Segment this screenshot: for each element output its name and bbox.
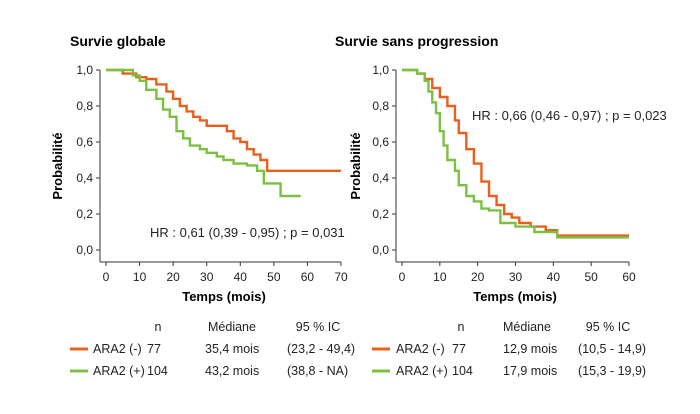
- legend-table-overall: n Médiane 95 % IC ARA2 (-) 77 35,4 mois …: [70, 320, 355, 378]
- survival-curve-ara2-pos: [402, 68, 629, 239]
- x-axis-label: Temps (mois): [182, 289, 266, 304]
- x-tick-label: 60: [622, 270, 636, 284]
- header-n: n: [155, 320, 162, 334]
- legend-n: 104: [147, 364, 168, 378]
- y-tick-label: 0,2: [76, 207, 93, 221]
- legend-label: ARA2 (+): [93, 364, 145, 378]
- x-tick-label: 30: [200, 270, 214, 284]
- x-tick-label: 50: [584, 270, 598, 284]
- legend-label: ARA2 (+): [396, 364, 448, 378]
- y-tick-label: 0,6: [76, 135, 93, 149]
- survival-curves: [402, 68, 629, 239]
- x-tick-label: 50: [267, 270, 281, 284]
- x-tick-label: 40: [234, 270, 248, 284]
- x-tick-label: 20: [471, 270, 485, 284]
- header-ci: 95 % IC: [296, 320, 340, 334]
- x-tick-label: 60: [301, 270, 315, 284]
- legend-table-progression: n Médiane 95 % IC ARA2 (-) 77 12,9 mois …: [372, 320, 646, 378]
- x-tick-label: 70: [334, 270, 348, 284]
- x-tick-label: 0: [103, 270, 110, 284]
- x-tick-label: 20: [166, 270, 180, 284]
- y-tick-label: 0,6: [372, 135, 389, 149]
- y-axis-label: Probabilité: [50, 132, 65, 199]
- y-tick-label: 0,0: [76, 243, 93, 257]
- panel-title: Survie globale: [70, 33, 166, 49]
- y-axis-label: Probabilité: [348, 132, 363, 199]
- survival-curves: [106, 68, 341, 198]
- survival-curve-ara2-pos: [106, 68, 301, 198]
- legend-median: 35,4 mois: [205, 342, 259, 356]
- y-tick-label: 0,8: [76, 99, 93, 113]
- axes: 0,0 0,2 0,4 0,6 0,8 1,0 0 10 20 30 40 50 60 70: [76, 63, 348, 284]
- legend-ci: (15,3 - 19,9): [578, 364, 646, 378]
- legend-n: 104: [452, 364, 473, 378]
- panel-title: Survie sans progression: [335, 33, 498, 49]
- legend-ci: (23,2 - 49,4): [287, 342, 355, 356]
- x-axis-label: Temps (mois): [473, 289, 557, 304]
- hazard-ratio-annotation: HR : 0,61 (0,39 - 0,95) ; p = 0,031: [150, 225, 345, 240]
- axes: 0,0 0,2 0,4 0,6 0,8 1,0 0 10 20 30 40 50 60: [372, 63, 636, 284]
- legend-label: ARA2 (-): [396, 342, 445, 356]
- x-tick-label: 0: [399, 270, 406, 284]
- legend-median: 12,9 mois: [503, 342, 557, 356]
- x-tick-label: 40: [547, 270, 561, 284]
- y-tick-label: 0,4: [76, 171, 93, 185]
- legend-ci: (10,5 - 14,9): [578, 342, 646, 356]
- legend-ci: (38,8 - NA): [287, 364, 348, 378]
- legend-n: 77: [452, 342, 466, 356]
- x-tick-label: 10: [433, 270, 447, 284]
- panel-progression-free-survival: Survie sans progression Probabilité Temp…: [335, 33, 667, 304]
- header-median: Médiane: [503, 320, 551, 334]
- header-n: n: [458, 320, 465, 334]
- y-tick-label: 1,0: [372, 63, 389, 77]
- x-tick-label: 10: [133, 270, 147, 284]
- survival-curve-ara2-neg: [106, 68, 341, 172]
- y-tick-label: 0,4: [372, 171, 389, 185]
- legend-n: 77: [147, 342, 161, 356]
- y-tick-label: 0,8: [372, 99, 389, 113]
- header-median: Médiane: [208, 320, 256, 334]
- legend-median: 43,2 mois: [205, 364, 259, 378]
- y-tick-label: 0,0: [372, 243, 389, 257]
- hazard-ratio-annotation: HR : 0,66 (0,46 - 0,97) ; p = 0,023: [472, 108, 667, 123]
- y-tick-label: 1,0: [76, 63, 93, 77]
- legend-median: 17,9 mois: [503, 364, 557, 378]
- survival-curve-ara2-neg: [402, 68, 629, 237]
- y-tick-label: 0,2: [372, 207, 389, 221]
- panel-overall-survival: Survie globale Probabilité Temps (mois) …: [50, 33, 348, 304]
- legend-label: ARA2 (-): [93, 342, 142, 356]
- header-ci: 95 % IC: [586, 320, 630, 334]
- x-tick-label: 30: [509, 270, 523, 284]
